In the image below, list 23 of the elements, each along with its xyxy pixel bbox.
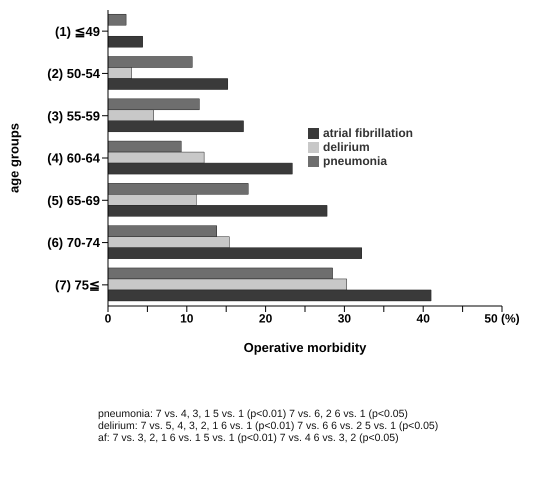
y-tick-label: (1) ≦49 (55, 24, 100, 39)
x-tick-label: 40 (416, 312, 430, 326)
x-tick-label: 20 (258, 312, 273, 326)
legend-label: pneumonia (323, 154, 388, 168)
bar (108, 14, 126, 26)
y-axis-title: age groups (6, 122, 22, 194)
y-tick-label: (2) 50-54 (47, 66, 101, 82)
x-tick-label: 30 (338, 312, 352, 326)
bar (108, 36, 143, 48)
x-tick-label: 0 (104, 312, 112, 326)
text: af: 7 vs. 3, 2, 1 6 vs. 1 5 vs. 1 (p<0.01) 7 vs. 4 6 vs. 3, 2 (p<0.05) (98, 432, 400, 444)
legend-label: delirium (323, 140, 370, 154)
y-tick-label: (7) 75≦ (55, 277, 100, 292)
y-tick-label: (6) 70-74 (47, 235, 101, 250)
text: delirium: 7 vs. 5, 4, 3, 2, 1 6 vs. 1 (p<0.01) 7 vs. 6 6 vs. 2 5 vs. 1 (p<0.05) (98, 420, 440, 432)
x-tick-label: 10 (180, 312, 194, 326)
legend-label: atrial fibrillation (323, 126, 414, 140)
y-tick-label: (4) 60-64 (47, 150, 101, 166)
text: pneumonia: 7 vs. 4, 3, 1 5 vs. 1 (p<0.01) 7 vs. 6, 2 6 vs. 1 (p<0.05) (98, 408, 409, 420)
y-tick-label: (5) 65-69 (47, 192, 100, 208)
y-tick-label: (3) 55-59 (47, 108, 100, 124)
x-axis-title: Operative morbidity (244, 340, 368, 355)
x-tick-label: 50 (%) (484, 312, 520, 326)
